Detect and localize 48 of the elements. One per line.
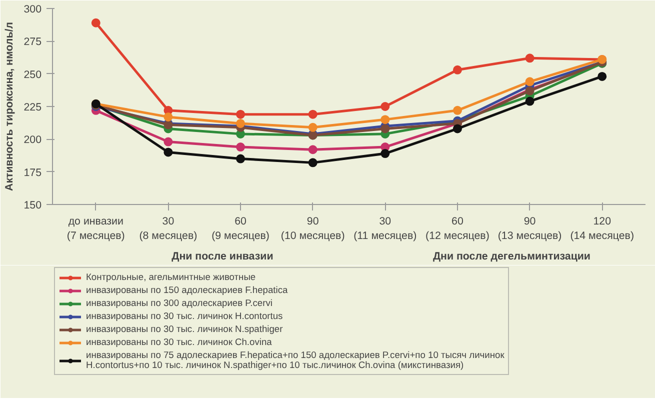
x-tick-label: 30 (11 месяцев)	[354, 216, 417, 242]
x-tick-label: 60 (9 месяцев)	[212, 216, 270, 242]
point	[308, 158, 318, 168]
point	[380, 115, 390, 124]
point	[380, 124, 390, 134]
x-tick-label: 90 (10 месяцев)	[280, 216, 345, 242]
y-tick-label: 300	[24, 4, 42, 16]
y-tick-label: 250	[24, 68, 42, 81]
point	[380, 102, 390, 111]
y-tick-label: 275	[24, 36, 42, 48]
point	[452, 65, 462, 74]
point	[452, 106, 462, 115]
legend-label: инвазированы по 30 тыс. личинок H.contortus	[86, 311, 283, 321]
y-axis-title: Активность тироксина, нмоль/л	[4, 22, 16, 192]
point	[164, 148, 173, 157]
point	[236, 110, 246, 119]
x-tick-label: 90 (13 месяцев)	[498, 216, 562, 242]
point	[236, 154, 246, 164]
point	[308, 145, 318, 154]
point	[236, 118, 246, 128]
y-tick-label: 225	[24, 102, 42, 114]
point	[164, 112, 173, 122]
y-tick-label: 200	[24, 134, 42, 146]
x-tick-label: до инвазии (7 месяцев)	[66, 216, 125, 242]
point	[91, 18, 100, 28]
legend-label: инвазированы по 30 тыс. личинок Ch.ovina	[86, 337, 272, 347]
y-tick-label: 150	[24, 200, 42, 212]
legend-label: Контрольные, агельминтные животные	[86, 272, 256, 282]
point	[525, 54, 534, 63]
text: Дни после дегельминтизации	[432, 250, 590, 262]
point	[308, 110, 318, 119]
point	[598, 72, 607, 81]
point	[308, 122, 318, 132]
x-tick-label: 30 (8 месяцев)	[139, 216, 198, 242]
y-tick-label: 175	[24, 166, 42, 179]
text: Дни после инвазии	[172, 250, 274, 262]
legend-label: инвазированы по 30 тыс. личинок N.spathiger	[86, 324, 283, 334]
point	[525, 77, 534, 86]
point	[164, 137, 173, 146]
legend-label: инвазированы по 150 адолескариев F.hepatica	[86, 285, 288, 295]
x-tick-label: 60 (12 месяцев)	[426, 216, 490, 242]
x-tick-label: 120 (14 месяцев)	[570, 216, 634, 242]
point	[525, 96, 534, 106]
point	[236, 142, 246, 152]
legend-label: инвазированы по 75 адолескариев F.hepatica+по 150 адолескариев P.cervi+по 10 тысяч личинок H.contortus+по 10 тыс. личинок N.spathiger+по 10 тыс.личинок Ch.ovina (микстинвазия)	[86, 350, 504, 370]
point	[452, 124, 462, 134]
point	[380, 149, 390, 158]
legend-label: инвазированы по 300 адолескариев P.cervi	[86, 298, 272, 308]
